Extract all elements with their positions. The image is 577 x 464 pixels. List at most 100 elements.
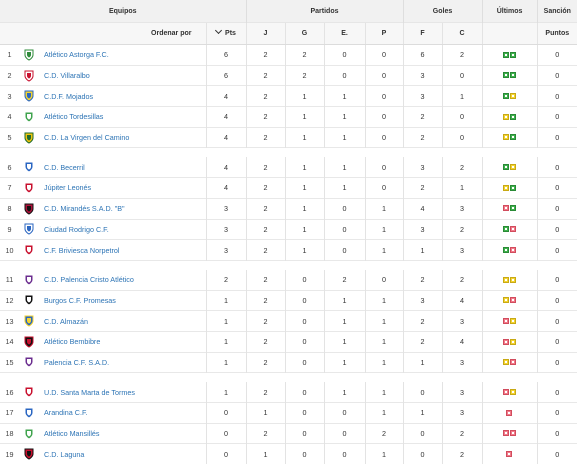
col-c-header[interactable]: C [442, 23, 482, 45]
col-f-header[interactable]: F [403, 23, 442, 45]
col-g-header[interactable]: G [285, 23, 324, 45]
form-loss-icon[interactable] [510, 430, 516, 436]
form-loss-icon[interactable] [510, 247, 516, 253]
team-name-link[interactable]: U.D. Santa Marta de Tormes [39, 382, 206, 402]
team-name-link[interactable]: Arandina C.F. [39, 403, 206, 424]
form-win-icon[interactable] [503, 164, 509, 170]
f-cell: 2 [403, 107, 442, 128]
form-loss-icon[interactable] [503, 339, 509, 345]
p-cell: 0 [365, 270, 403, 290]
form-win-icon[interactable] [503, 247, 509, 253]
team-name-link[interactable]: Burgos C.F. Promesas [39, 290, 206, 311]
team-name-link[interactable]: C.D. La Virgen del Camino [39, 127, 206, 148]
form-draw-icon[interactable] [510, 318, 516, 324]
form-draw-icon[interactable] [503, 185, 509, 191]
col-j-header[interactable]: J [246, 23, 285, 45]
form-win-icon[interactable] [510, 134, 516, 140]
recent-form [503, 296, 517, 305]
form-loss-icon[interactable] [510, 226, 516, 232]
team-name-link[interactable]: C.F. Briviesca Norpetrol [39, 240, 206, 261]
j-cell: 2 [246, 423, 285, 444]
team-name-link[interactable]: Ciudad Rodrigo C.F. [39, 219, 206, 240]
pts-cell: 0 [206, 444, 246, 464]
c-cell: 2 [442, 157, 482, 177]
p-cell: 1 [365, 331, 403, 352]
form-draw-icon[interactable] [503, 277, 509, 283]
form-cell [482, 382, 537, 402]
form-loss-icon[interactable] [506, 451, 512, 457]
form-draw-icon[interactable] [510, 93, 516, 99]
team-name-link[interactable]: C.D. Becerril [39, 157, 206, 177]
form-draw-icon[interactable] [503, 297, 509, 303]
form-draw-icon[interactable] [510, 277, 516, 283]
col-p-header[interactable]: P [365, 23, 403, 45]
form-win-icon[interactable] [510, 185, 516, 191]
position-cell: 18 [0, 423, 19, 444]
form-loss-icon[interactable] [510, 359, 516, 365]
e-cell: 1 [324, 290, 365, 311]
team-name-link[interactable]: C.D.F. Mojados [39, 86, 206, 107]
sort-pts-button[interactable]: Pts [206, 23, 246, 45]
pts-cell: 4 [206, 157, 246, 177]
form-win-icon[interactable] [503, 72, 509, 78]
form-win-icon[interactable] [503, 93, 509, 99]
form-loss-icon[interactable] [506, 410, 512, 416]
form-loss-icon[interactable] [503, 318, 509, 324]
form-loss-icon[interactable] [510, 297, 516, 303]
team-name-link[interactable]: Atlético Astorga F.C. [39, 45, 206, 66]
team-name-link[interactable]: C.D. Laguna [39, 444, 206, 464]
c-cell: 3 [442, 352, 482, 373]
form-win-icon[interactable] [503, 226, 509, 232]
team-name-link[interactable]: C.D. Villaralbo [39, 65, 206, 86]
form-win-icon[interactable] [510, 114, 516, 120]
form-win-icon[interactable] [510, 205, 516, 211]
sancion-cell: 0 [537, 178, 577, 199]
col-group-goles: Goles [403, 0, 482, 23]
form-draw-icon[interactable] [503, 359, 509, 365]
form-win-icon[interactable] [510, 72, 516, 78]
team-name-link[interactable]: Atlético Bembibre [39, 331, 206, 352]
col-e-header[interactable]: E. [324, 23, 365, 45]
form-loss-icon[interactable] [503, 389, 509, 395]
form-loss-icon[interactable] [503, 205, 509, 211]
team-name-link[interactable]: Palencia C.F. S.A.D. [39, 352, 206, 373]
team-name-link[interactable]: Atlético Mansillés [39, 423, 206, 444]
j-cell: 2 [246, 65, 285, 86]
form-win-icon[interactable] [503, 52, 509, 58]
team-name-link[interactable]: Atlético Tordesillas [39, 107, 206, 128]
form-draw-icon[interactable] [510, 339, 516, 345]
form-draw-icon[interactable] [503, 134, 509, 140]
form-win-icon[interactable] [510, 52, 516, 58]
team-name-link[interactable]: C.D. Palencia Cristo Atlético [39, 270, 206, 290]
form-draw-icon[interactable] [503, 114, 509, 120]
team-name-link[interactable]: Júpiter Leonés [39, 178, 206, 199]
form-loss-icon[interactable] [503, 430, 509, 436]
team-name-link[interactable]: C.D. Almazán [39, 311, 206, 332]
header-groups-row: Equipos Partidos Goles Últimos Sanción [0, 0, 577, 23]
form-cell [482, 65, 537, 86]
crest-almazan-icon [24, 315, 34, 327]
team-name-link[interactable]: C.D. Mirandés S.A.D. "B" [39, 198, 206, 219]
form-draw-icon[interactable] [510, 389, 516, 395]
form-draw-icon[interactable] [510, 164, 516, 170]
